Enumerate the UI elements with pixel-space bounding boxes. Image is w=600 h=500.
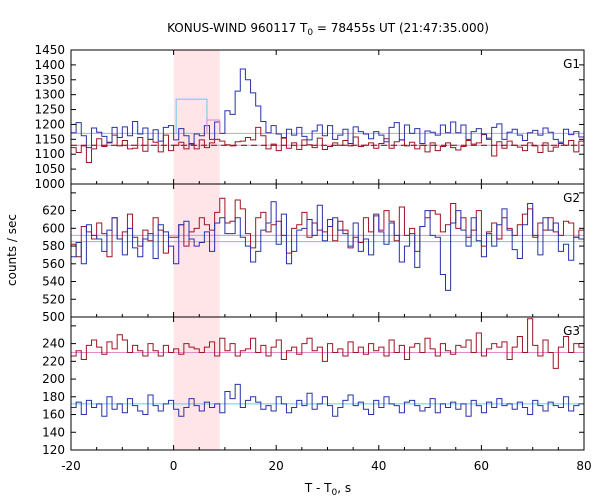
- g3-y-tick-label: 140: [42, 425, 65, 439]
- g3-y-tick-label: 120: [42, 443, 65, 457]
- x-tick-label: -20: [61, 459, 81, 473]
- g2-panel-frame: [70, 183, 585, 318]
- g2-y-tick-label: 500: [42, 310, 65, 324]
- x-tick-label: 80: [576, 459, 591, 473]
- g1-y-tick-label: 1050: [34, 162, 65, 176]
- x-axis-label: T - T0, s: [304, 481, 351, 498]
- g1-y-tick-label: 1150: [34, 132, 65, 146]
- g1-burst-box-0: [175, 98, 208, 134]
- burst-interval-highlight: [173, 50, 220, 450]
- x-tick-label: 40: [371, 459, 386, 473]
- g3-y-tick-label: 240: [42, 337, 65, 351]
- g1-panel-frame: [70, 49, 585, 185]
- g3-y-tick-label: 180: [42, 390, 65, 404]
- g3-y-tick-label: 200: [42, 372, 65, 386]
- g2-panel-label: G2: [563, 191, 580, 205]
- g1-y-tick-label: 1100: [34, 147, 65, 161]
- g3-panel-label: G3: [563, 324, 580, 338]
- g1-y-tick-label: 1200: [34, 117, 65, 131]
- g1-y-tick-label: 1300: [34, 88, 65, 102]
- g3-series-red: [71, 318, 584, 369]
- chart-title-subscript: 0: [307, 28, 313, 38]
- g3-panel-frame: [70, 316, 585, 451]
- x-axis-label-subscript: 0: [332, 488, 338, 498]
- x-tick-label: 0: [170, 459, 178, 473]
- g1-series-red: [71, 126, 584, 164]
- g3-series-blue: [71, 383, 584, 417]
- plot-area: 1000105011001150120012501300135014001450…: [34, 43, 591, 473]
- g2-series-blue: [71, 201, 584, 291]
- g1-panel-label: G1: [563, 57, 580, 71]
- g1-y-tick-label: 1250: [34, 103, 65, 117]
- g2-y-tick-label: 620: [42, 204, 65, 218]
- x-tick-label: 20: [269, 459, 284, 473]
- x-tick-label: 60: [474, 459, 489, 473]
- g1-y-tick-label: 1400: [34, 58, 65, 72]
- g3-y-tick-label: 160: [42, 408, 65, 422]
- g2-y-tick-label: 580: [42, 239, 65, 253]
- g2-y-tick-label: 520: [42, 292, 65, 306]
- g2-y-tick-label: 600: [42, 221, 65, 235]
- g1-y-tick-label: 1450: [34, 43, 65, 57]
- g1-y-tick-label: 1000: [34, 177, 65, 191]
- g2-y-tick-label: 540: [42, 275, 65, 289]
- g3-y-tick-label: 220: [42, 354, 65, 368]
- g2-y-tick-label: 560: [42, 257, 65, 271]
- g1-burst-box-1: [206, 119, 221, 134]
- y-axis-label: counts / sec: [5, 214, 19, 286]
- chart-title: KONUS-WIND 960117 T0 = 78455s UT (21:47:…: [167, 21, 489, 38]
- g1-series-blue: [71, 68, 584, 149]
- g1-y-tick-label: 1350: [34, 73, 65, 87]
